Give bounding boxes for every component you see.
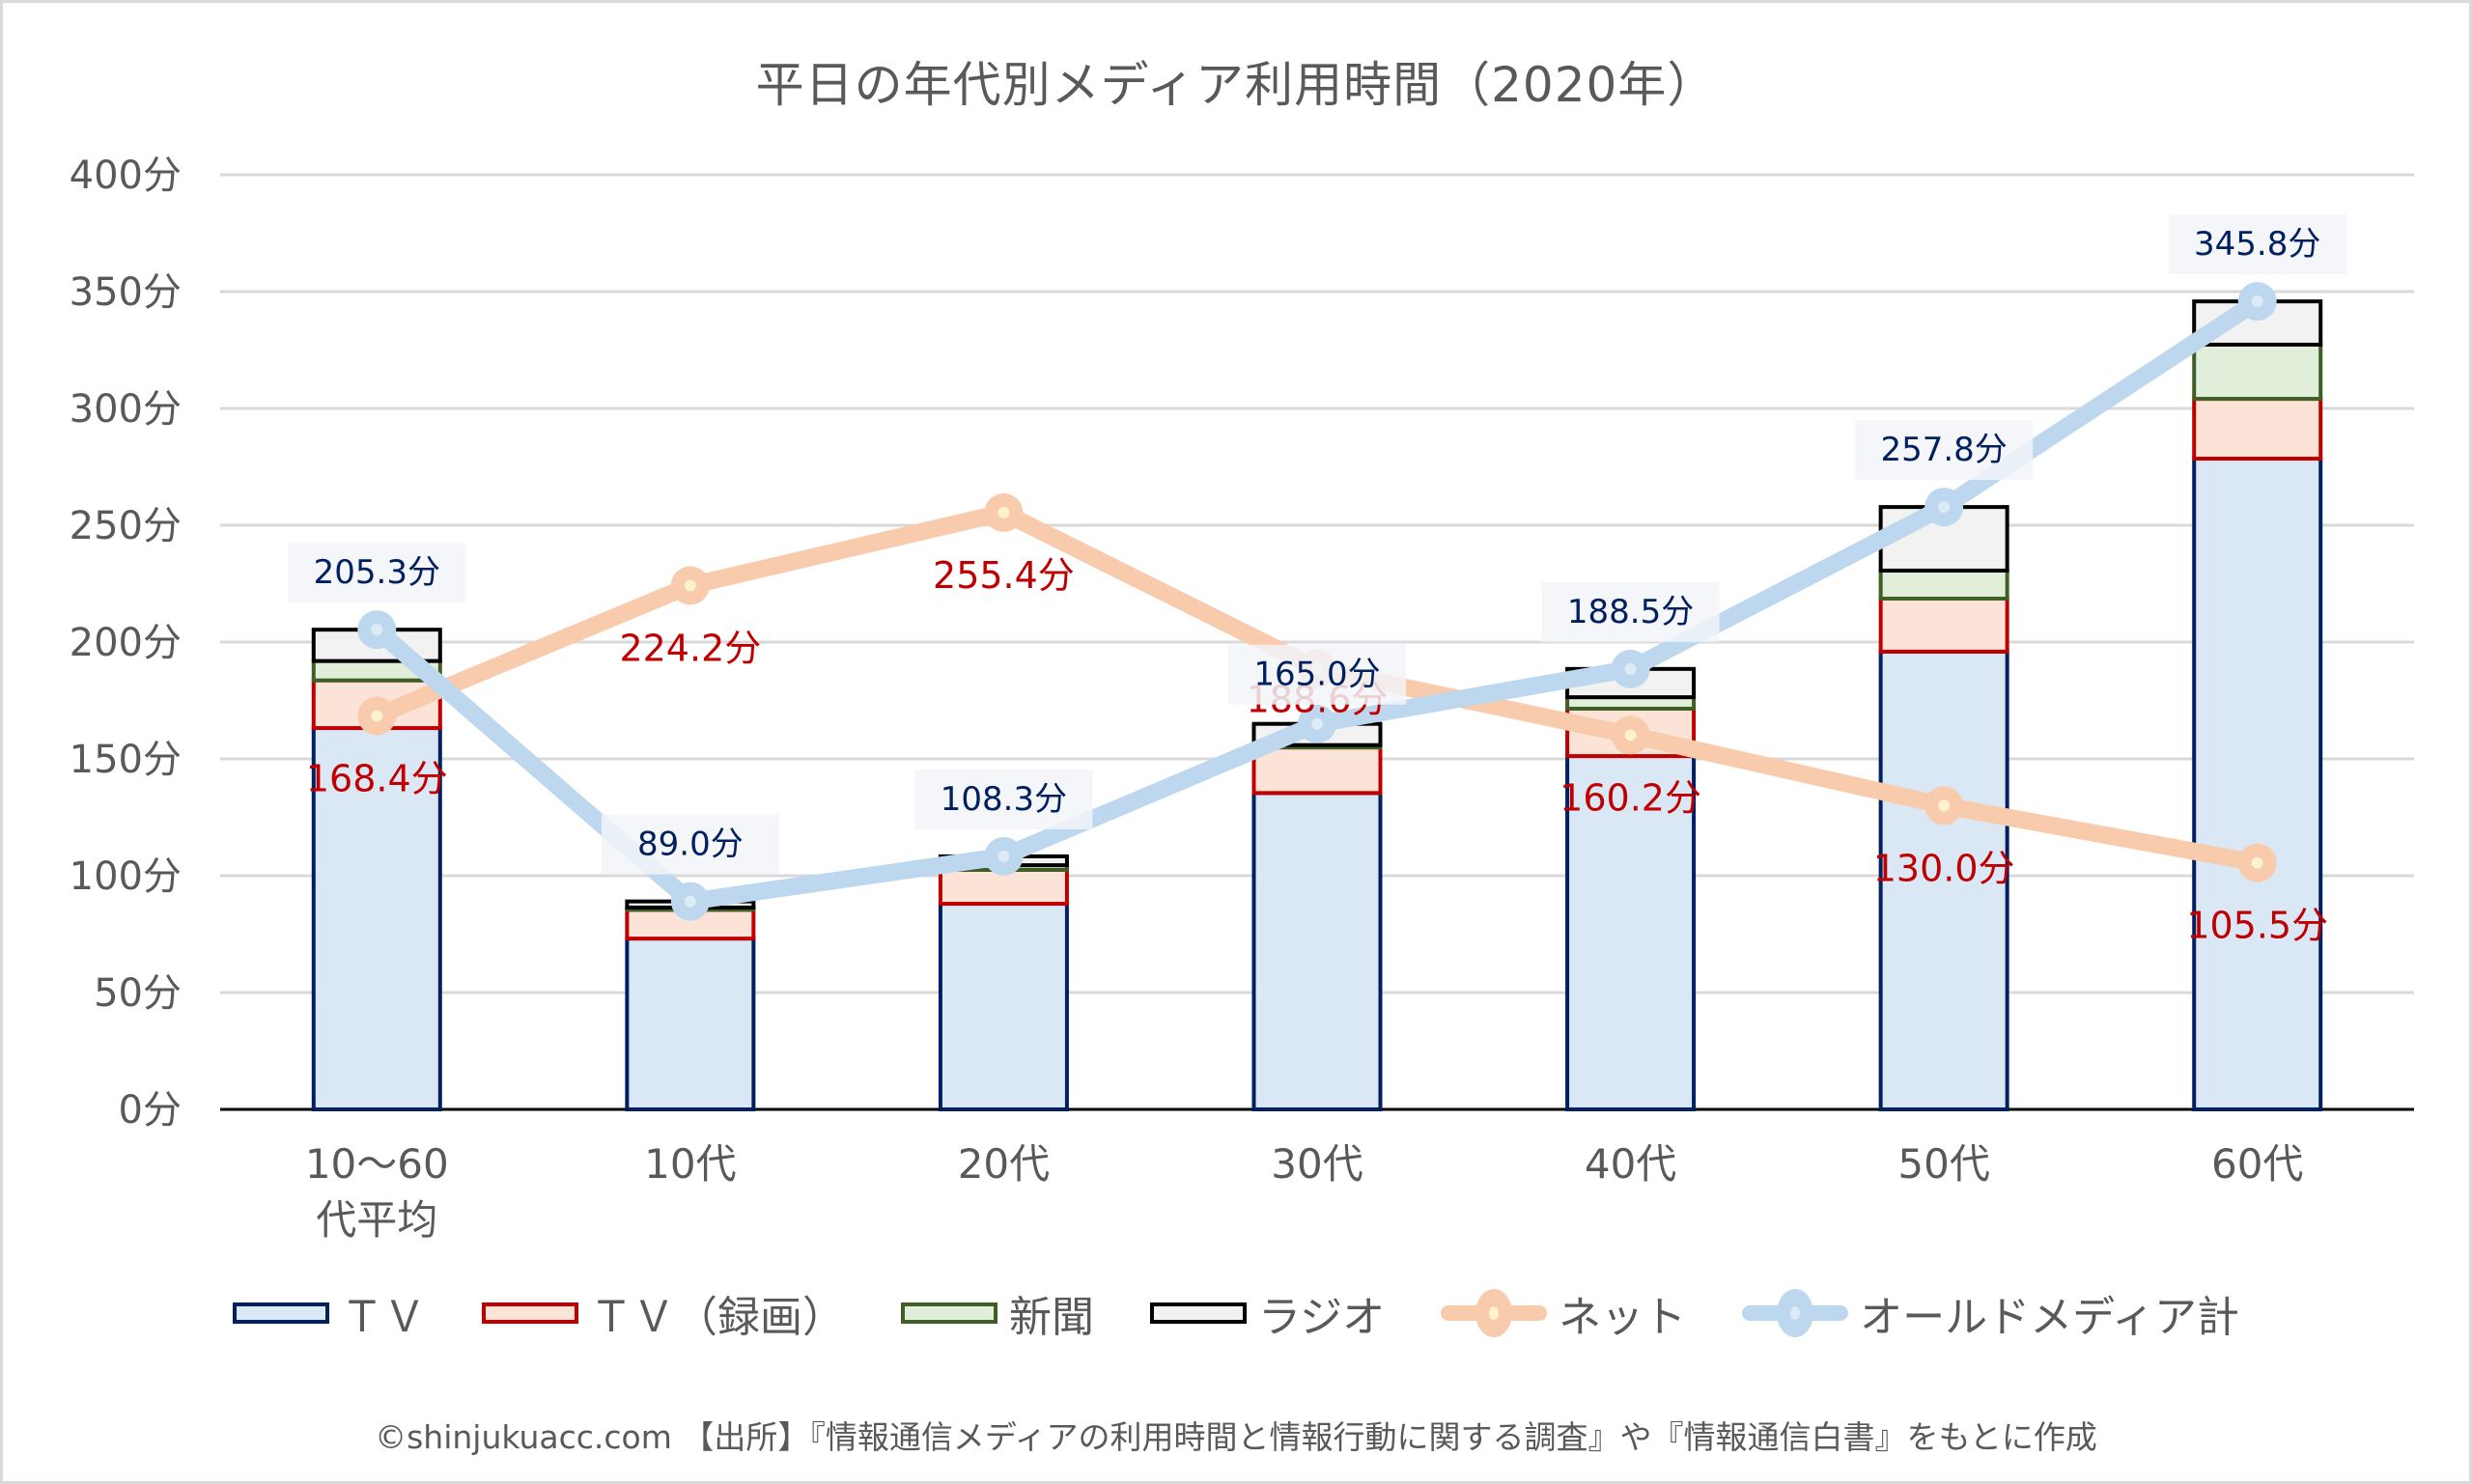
bar-segment-tv <box>1878 649 2009 1111</box>
net-marker-core <box>2251 856 2263 869</box>
old-media-label-box <box>1855 420 2034 481</box>
bar-segment-tv <box>1251 791 1383 1111</box>
legend-label: ネット <box>1559 1293 1687 1342</box>
old-media-total-marker-core <box>1624 662 1637 675</box>
x-tick-label: 50代 <box>1897 1140 1989 1188</box>
old-media-total-marker-core <box>2251 295 2263 308</box>
old-media-total-marker-core <box>684 895 696 908</box>
bar-segment-tv-recording <box>1878 596 2009 654</box>
old-media-label-box <box>2168 214 2346 275</box>
legend-label: ＴＶ <box>340 1293 426 1342</box>
old-media-total-marker-core <box>1938 501 1951 514</box>
net-marker-core <box>1624 729 1637 742</box>
bar-segment-tv-recording <box>1251 745 1383 796</box>
net-data-label: 160.2分 <box>1559 776 1701 819</box>
y-tick-label: 0分 <box>119 1088 182 1133</box>
old-media-label-box <box>1541 581 1720 642</box>
old-media-label-box <box>288 543 466 603</box>
legend-swatch-tv-recording <box>481 1302 578 1324</box>
net-marker-core <box>371 710 383 722</box>
bar-segment-tv-recording <box>2192 397 2323 462</box>
y-tick-label: 50分 <box>94 971 182 1016</box>
net-data-label: 224.2分 <box>619 627 761 669</box>
legend: ＴＶ ＴＶ（録画） 新聞 ラジオ ネット オールドメディア計 <box>0 1279 2472 1347</box>
x-tick-label: 40代 <box>1585 1140 1676 1188</box>
old-media-data-label: 108.3分 <box>941 780 1067 819</box>
old-media-total-marker-core <box>997 850 1010 862</box>
legend-swatch-newspaper <box>900 1302 997 1324</box>
net-marker-core <box>1938 799 1951 812</box>
x-tick-label: 20代 <box>958 1140 1050 1188</box>
y-tick-label: 350分 <box>70 270 182 315</box>
old-media-data-label: 205.3分 <box>314 553 440 592</box>
legend-label: ラジオ <box>1257 1293 1386 1342</box>
x-tick-label: 代平均 <box>316 1196 437 1244</box>
y-tick-label: 100分 <box>70 854 182 899</box>
x-tick-label: 30代 <box>1271 1140 1362 1188</box>
net-data-label: 130.0分 <box>1873 847 2015 889</box>
x-tick-label: 10代 <box>644 1140 736 1188</box>
bar-segment-tv <box>938 902 1069 1111</box>
old-media-total-marker-core <box>371 624 383 636</box>
bar-segment-newspaper <box>1878 568 2009 601</box>
legend-label: 新聞 <box>1008 1293 1094 1342</box>
old-media-data-label: 257.8分 <box>1880 431 2007 469</box>
old-media-label-box <box>601 814 779 875</box>
old-media-data-label: 188.5分 <box>1567 593 1694 631</box>
legend-item-newspaper: 新聞 <box>900 1282 1094 1344</box>
legend-swatch-old-media-total <box>1742 1289 1849 1337</box>
legend-item-net: ネット <box>1441 1282 1686 1344</box>
y-tick-label: 200分 <box>70 621 182 665</box>
chart-title: 平日の年代別メディア利用時間（2020年） <box>755 57 1717 113</box>
legend-label: オールドメディア計 <box>1860 1293 2240 1342</box>
legend-swatch-net <box>1441 1289 1548 1337</box>
y-tick-label: 250分 <box>70 504 182 548</box>
x-tick-label: 10～60 <box>305 1140 449 1188</box>
old-media-data-label: 345.8分 <box>2194 225 2320 264</box>
net-marker-core <box>997 506 1010 518</box>
bar-segment-tv <box>625 937 756 1112</box>
source-footer: ©shinjukuacc.com 【出所】『情報通信メディアの利用時間と情報行動… <box>375 1418 2097 1456</box>
legend-item-old-media-total: オールドメディア計 <box>1742 1282 2239 1344</box>
old-media-label-box <box>914 769 1093 829</box>
old-media-total-marker-core <box>1311 717 1323 730</box>
legend-item-radio: ラジオ <box>1149 1282 1386 1344</box>
legend-swatch-tv <box>232 1302 329 1324</box>
net-data-label: 105.5分 <box>2186 905 2328 947</box>
net-marker-core <box>684 579 696 592</box>
legend-item-tv: ＴＶ <box>232 1282 426 1344</box>
y-tick-label: 300分 <box>70 387 182 432</box>
legend-swatch-radio <box>1149 1302 1247 1324</box>
legend-item-tv-recording: ＴＶ（録画） <box>481 1282 845 1344</box>
old-media-label-box <box>1228 644 1406 705</box>
x-tick-label: 60代 <box>2211 1140 2303 1188</box>
old-media-data-label: 165.0分 <box>1253 656 1380 694</box>
old-media-data-label: 89.0分 <box>637 826 744 864</box>
y-tick-label: 150分 <box>70 738 182 782</box>
bar-segment-tv <box>2192 457 2323 1111</box>
net-data-label: 255.4分 <box>933 554 1075 597</box>
legend-label: ＴＶ（録画） <box>589 1293 845 1342</box>
net-data-label: 168.4分 <box>306 757 448 799</box>
y-tick-label: 400分 <box>70 154 182 198</box>
bar-segment-newspaper <box>2192 342 2323 402</box>
